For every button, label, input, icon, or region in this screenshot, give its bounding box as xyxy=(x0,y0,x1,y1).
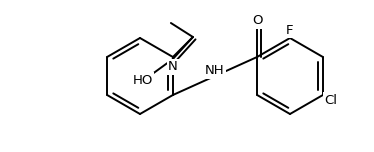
Text: NH: NH xyxy=(205,64,225,78)
Text: HO: HO xyxy=(133,74,153,86)
Text: F: F xyxy=(286,24,294,36)
Text: N: N xyxy=(168,60,178,74)
Text: Cl: Cl xyxy=(324,93,337,107)
Text: O: O xyxy=(252,14,262,28)
